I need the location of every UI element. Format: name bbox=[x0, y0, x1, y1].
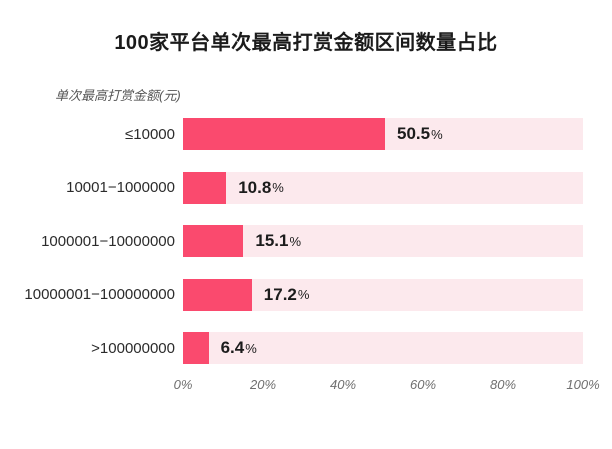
axis-tick-label: 20% bbox=[249, 377, 277, 392]
bar-row: 1000001−10000000 15.1% bbox=[0, 225, 583, 257]
bar-fill bbox=[183, 332, 209, 364]
category-label: >100000000 bbox=[91, 339, 175, 357]
chart-title: 100家平台单次最高打赏金额区间数量占比 bbox=[114, 32, 498, 54]
percent-sign: % bbox=[245, 340, 257, 356]
axis-tick-label: 0% bbox=[173, 377, 193, 392]
category-label: 1000001−10000000 bbox=[41, 232, 175, 250]
bar-fill bbox=[183, 118, 385, 150]
bar-fill bbox=[183, 171, 227, 204]
value-number: 6.4 bbox=[220, 338, 245, 357]
value-label: 15.1% bbox=[255, 225, 301, 257]
bar-fill bbox=[183, 278, 252, 311]
value-number: 10.8 bbox=[238, 177, 272, 197]
bar-row: 10001−1000000 10.8% bbox=[0, 171, 583, 204]
percent-sign: % bbox=[297, 287, 310, 302]
percent-sign: % bbox=[431, 126, 443, 142]
percent-sign: % bbox=[272, 180, 284, 195]
bar-track: 17.2% bbox=[183, 278, 583, 311]
axis-tick-label: 40% bbox=[329, 377, 357, 392]
value-number: 17.2 bbox=[263, 284, 297, 304]
category-label: 10000001−100000000 bbox=[24, 286, 175, 303]
category-label: 10001−1000000 bbox=[66, 179, 175, 196]
value-number: 50.5 bbox=[397, 124, 431, 143]
bar-track: 6.4% bbox=[183, 332, 583, 364]
value-number: 15.1 bbox=[255, 231, 289, 250]
category-label: ≤10000 bbox=[125, 125, 175, 143]
x-axis: 0% 20% 40% 60% 80% 100% bbox=[174, 377, 600, 395]
value-label: 50.5% bbox=[397, 118, 443, 150]
bar-fill bbox=[183, 225, 244, 257]
bar-track: 50.5% bbox=[183, 118, 583, 150]
percent-sign: % bbox=[289, 233, 302, 249]
bar-track: 15.1% bbox=[183, 225, 583, 257]
bar-rows: ≤10000 50.5% 10001−1000000 10.8% 1000001… bbox=[0, 118, 583, 364]
bar-row: >100000000 6.4% bbox=[0, 332, 583, 364]
axis-unit-label: 单次最高打赏金额(元) bbox=[55, 88, 181, 103]
bar-row: 10000001−100000000 17.2% bbox=[0, 278, 583, 311]
axis-tick-label: 60% bbox=[409, 377, 437, 392]
value-label: 6.4% bbox=[221, 332, 257, 364]
value-label: 10.8% bbox=[238, 172, 284, 204]
bar-row: ≤10000 50.5% bbox=[0, 118, 583, 150]
axis-tick-label: 80% bbox=[489, 377, 517, 392]
value-label: 17.2% bbox=[264, 279, 310, 311]
bar-track: 10.8% bbox=[183, 171, 583, 204]
axis-tick-label: 100% bbox=[566, 377, 600, 392]
